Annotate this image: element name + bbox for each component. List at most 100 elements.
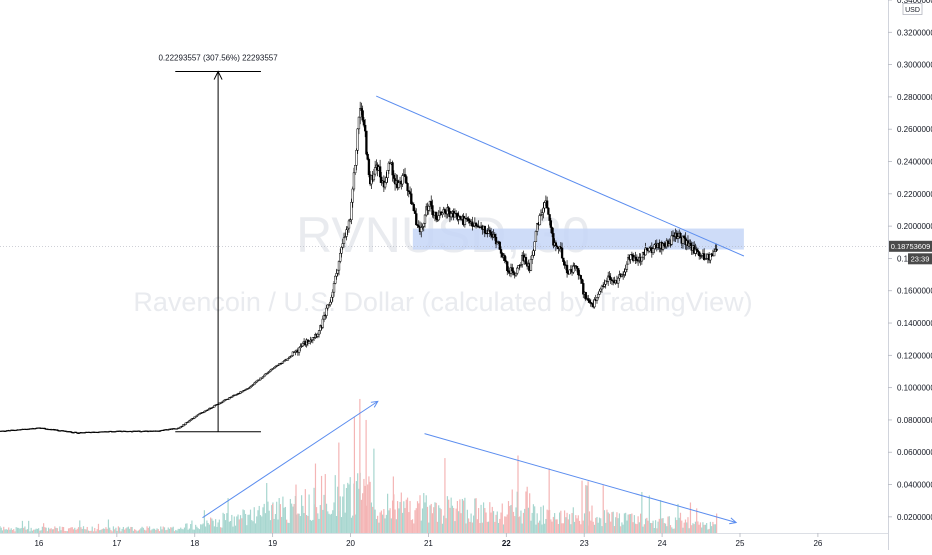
candle-body xyxy=(341,243,344,248)
volume-bar xyxy=(514,516,516,533)
price-descending-trendline[interactable] xyxy=(376,95,745,257)
volume-bar xyxy=(92,531,95,533)
volume-bar xyxy=(367,484,369,533)
currency-badge[interactable]: USD xyxy=(902,3,923,15)
candle-body xyxy=(579,275,582,280)
volume-bar xyxy=(231,514,233,533)
volume-bar xyxy=(714,524,716,533)
candle-body xyxy=(352,172,356,190)
volume-bar xyxy=(125,528,127,533)
volume-bar xyxy=(11,530,14,533)
candle-body xyxy=(410,193,413,204)
candle-body xyxy=(329,301,332,306)
volume-bar xyxy=(59,526,61,533)
volume-bar xyxy=(40,530,42,533)
volume-bar xyxy=(643,524,645,533)
volume-bar xyxy=(497,522,500,533)
volume-bar xyxy=(320,475,323,533)
volume-falling-arrow[interactable] xyxy=(424,433,737,523)
candle-body xyxy=(360,108,363,111)
volume-bar xyxy=(627,514,629,533)
volume-bar xyxy=(90,530,92,533)
volume-bar xyxy=(470,513,472,533)
measure-arrow-head xyxy=(213,70,223,80)
x-tick-label: 19 xyxy=(268,539,277,548)
candle-body xyxy=(205,409,209,412)
volume-bar xyxy=(545,518,547,533)
candle-body xyxy=(588,300,591,303)
volume-bar xyxy=(446,496,449,533)
volume-bar xyxy=(476,519,478,533)
candle-body xyxy=(430,201,433,206)
volume-bar xyxy=(408,512,410,533)
measure-annotation-layer[interactable]: 0.22293557 (307.56%) 22293557 xyxy=(158,54,278,433)
drawings-layer[interactable] xyxy=(202,95,745,525)
volume-rising-arrow[interactable] xyxy=(202,400,379,519)
volume-bar xyxy=(552,516,554,533)
volume-bar xyxy=(106,528,108,533)
candle-body xyxy=(201,412,205,414)
volume-bar xyxy=(202,523,204,533)
volume-bar xyxy=(499,518,501,533)
volume-bar xyxy=(415,508,417,533)
volume-bar xyxy=(232,526,234,533)
y-tick-label: 0.30000000 xyxy=(897,61,932,70)
volume-bar xyxy=(333,502,335,533)
volume-bar xyxy=(696,508,698,533)
volume-bar xyxy=(375,519,377,533)
volume-bar xyxy=(554,513,556,533)
candle-body xyxy=(645,247,648,251)
volume-bar xyxy=(405,499,407,533)
volume-bar xyxy=(177,528,179,533)
volume-bar xyxy=(330,513,333,533)
candle-body xyxy=(357,116,361,130)
volume-bar xyxy=(172,526,174,533)
volume-bar xyxy=(39,530,41,533)
volume-bar xyxy=(28,520,30,533)
candle-body xyxy=(183,424,186,426)
volume-bar xyxy=(421,508,424,533)
volume-bar xyxy=(641,491,643,533)
volume-bar xyxy=(4,529,6,533)
price-axis[interactable]: 0.34000000 0.32000000 0.30000000 0.28000000… xyxy=(888,0,932,550)
volume-bar xyxy=(335,515,338,533)
candle-body xyxy=(263,374,266,377)
candle-body xyxy=(681,235,685,244)
volume-bar xyxy=(473,515,475,533)
time-axis[interactable]: 16 17 18 19 20 21 22 23 24 25 26 xyxy=(0,533,888,548)
volume-bar xyxy=(278,498,280,533)
volume-bar xyxy=(673,528,675,533)
volume-bar xyxy=(542,505,544,533)
candle-body xyxy=(325,307,328,316)
volume-bar xyxy=(136,531,138,533)
candle-body xyxy=(420,227,423,233)
volume-bar xyxy=(141,526,143,533)
volume-bar xyxy=(459,499,461,533)
volume-bar xyxy=(226,513,228,533)
volume-bar xyxy=(544,523,546,533)
candle-body xyxy=(709,253,712,261)
volume-bar xyxy=(585,485,587,533)
volume-bar xyxy=(475,498,477,533)
candle-body xyxy=(624,269,627,273)
volume-bar xyxy=(334,475,336,533)
volume-bar xyxy=(686,522,688,533)
volume-bar xyxy=(52,529,55,533)
candle-body xyxy=(380,176,383,184)
volume-bar xyxy=(277,519,279,533)
y-tick-label: 0.28000000 xyxy=(897,93,932,102)
x-tick-label: 24 xyxy=(658,539,667,548)
volume-bar xyxy=(84,529,86,533)
volume-bar xyxy=(635,523,637,533)
candle-body xyxy=(437,215,440,221)
volume-bar xyxy=(551,521,553,533)
volume-bar xyxy=(101,529,103,533)
volume-bar xyxy=(233,516,235,533)
volume-bar xyxy=(382,514,384,533)
volume-bar xyxy=(439,507,441,533)
volume-bar xyxy=(322,509,324,533)
y-tick-label: 0.10000000 xyxy=(897,384,932,393)
volume-bar xyxy=(642,526,644,533)
